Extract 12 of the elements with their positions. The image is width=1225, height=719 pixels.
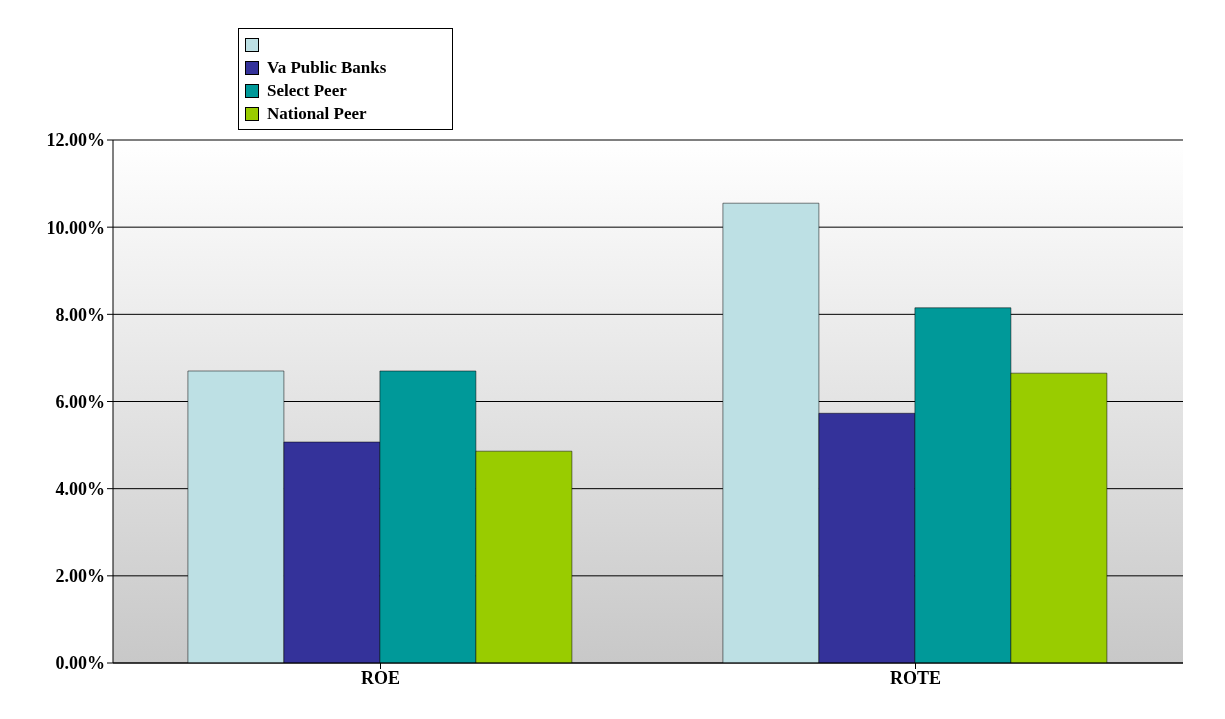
y-tick-label: 8.00%: [55, 304, 105, 325]
legend-label: Va Public Banks: [267, 57, 387, 78]
legend-label: National Peer: [267, 103, 367, 124]
y-tick-label: 12.00%: [46, 130, 105, 151]
x-tick-label: ROE: [360, 667, 401, 688]
y-tick-label: 2.00%: [55, 566, 105, 587]
y-tick-label: 10.00%: [46, 217, 105, 238]
y-tick-label: 6.00%: [55, 391, 105, 412]
x-tick-label: ROTE: [889, 667, 942, 688]
y-tick-label: 0.00%: [55, 653, 105, 674]
y-tick-label: 4.00%: [55, 479, 105, 500]
legend-label: Select Peer: [267, 80, 347, 101]
